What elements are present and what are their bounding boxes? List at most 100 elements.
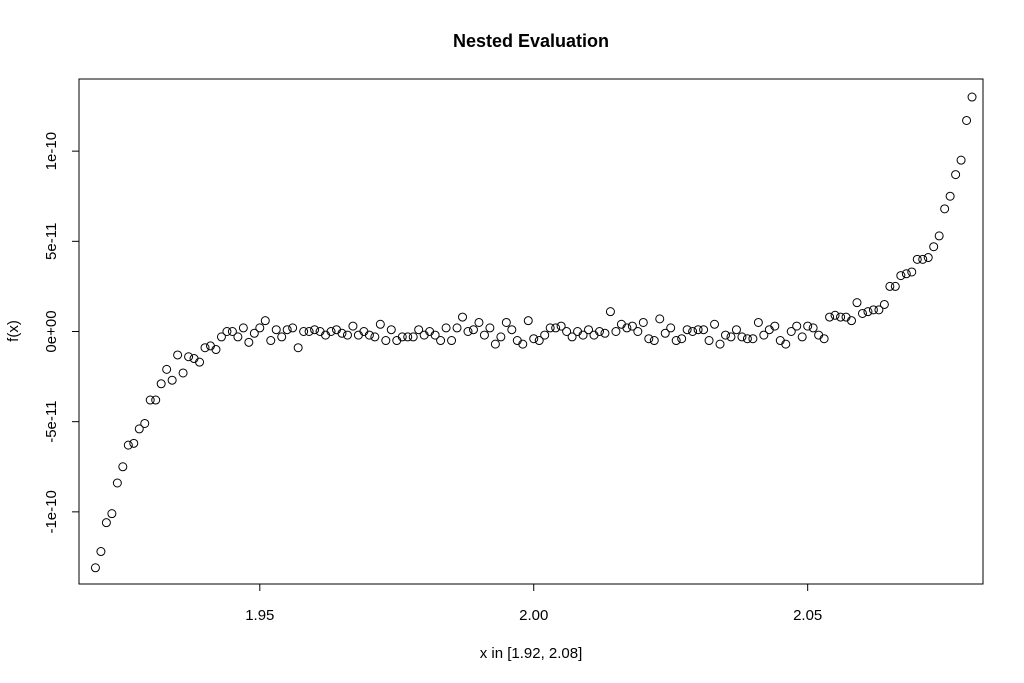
data-point: [836, 312, 846, 322]
data-point: [458, 312, 468, 322]
data-point: [211, 345, 221, 355]
data-point: [523, 316, 533, 326]
data-point: [441, 323, 451, 333]
data-point: [101, 518, 111, 528]
data-point: [720, 330, 730, 340]
data-point: [770, 321, 780, 331]
data-point: [710, 319, 720, 329]
data-point: [731, 325, 741, 335]
data-point: [918, 254, 928, 264]
x-tick-label: 1.95: [245, 607, 274, 624]
data-point: [162, 364, 172, 374]
data-point: [551, 323, 561, 333]
data-point: [945, 191, 955, 201]
data-point: [233, 332, 243, 342]
data-point: [759, 330, 769, 340]
data-point: [627, 321, 637, 331]
data-point: [123, 440, 133, 450]
data-point: [507, 325, 517, 335]
data-point: [797, 332, 807, 342]
data-point: [216, 332, 226, 342]
data-point: [173, 350, 183, 360]
data-point: [342, 330, 352, 340]
data-point: [808, 323, 818, 333]
data-point: [381, 336, 391, 346]
data-point: [118, 462, 128, 472]
data-point: [249, 328, 259, 338]
data-point: [693, 325, 703, 335]
y-axis-title: f(x): [5, 320, 22, 342]
x-tick-label: 2.05: [793, 607, 822, 624]
data-point: [562, 327, 572, 336]
data-point: [885, 281, 895, 291]
y-axis: -1e-10 -5e-11 0e+00 5e-11 1e-10: [43, 132, 80, 534]
data-point: [594, 327, 604, 336]
y-tick-label: -1e-10: [43, 490, 60, 533]
data-point: [501, 317, 511, 327]
data-point: [310, 325, 320, 335]
data-point: [682, 325, 692, 335]
data-point: [923, 253, 933, 263]
data-point: [304, 327, 314, 336]
data-point: [238, 323, 248, 333]
data-point: [271, 325, 281, 335]
data-point: [107, 509, 117, 519]
data-point: [699, 325, 709, 335]
data-point: [901, 269, 911, 279]
data-point: [737, 332, 747, 342]
data-point: [436, 336, 446, 346]
data-point: [90, 563, 100, 573]
data-point: [490, 339, 500, 349]
data-point: [178, 368, 188, 378]
data-point: [611, 327, 621, 336]
data-point: [326, 327, 336, 336]
data-point: [293, 343, 303, 353]
data-point: [803, 321, 813, 331]
data-point: [742, 334, 752, 344]
data-point: [929, 242, 939, 252]
data-point: [967, 92, 977, 102]
data-point: [112, 478, 122, 488]
data-point: [255, 323, 265, 333]
data-point: [167, 375, 177, 385]
data-point: [912, 254, 922, 264]
data-point: [671, 336, 681, 346]
data-point: [852, 298, 862, 308]
data-point: [825, 312, 835, 322]
data-point: [830, 310, 840, 320]
data-point: [364, 330, 374, 340]
data-point: [677, 334, 687, 344]
data-point: [857, 308, 867, 318]
data-point: [863, 307, 873, 317]
data-point: [479, 330, 489, 340]
data-point: [578, 330, 588, 340]
data-point: [896, 271, 906, 281]
data-point: [386, 325, 396, 335]
data-point: [940, 204, 950, 214]
data-point: [414, 325, 424, 335]
plot-frame: [78, 78, 984, 585]
data-point: [260, 316, 270, 326]
data-point: [485, 323, 495, 333]
data-point: [540, 330, 550, 340]
data-point: [348, 321, 358, 331]
data-point: [140, 418, 150, 428]
y-tick-label: 5e-11: [43, 223, 60, 260]
data-point: [96, 547, 106, 557]
x-tick-label: 2.00: [519, 607, 548, 624]
data-point: [726, 332, 736, 342]
data-point: [847, 316, 857, 326]
data-point: [786, 327, 796, 336]
data-point: [666, 323, 676, 333]
data-point: [962, 115, 972, 125]
data-point: [781, 339, 791, 349]
data-point: [151, 395, 161, 405]
data-point: [447, 336, 457, 346]
data-point: [408, 332, 418, 342]
data-point: [633, 327, 643, 336]
data-point: [195, 357, 205, 367]
y-tick-label: -5e-11: [43, 401, 60, 443]
data-point: [819, 334, 829, 344]
data-point: [156, 379, 166, 389]
